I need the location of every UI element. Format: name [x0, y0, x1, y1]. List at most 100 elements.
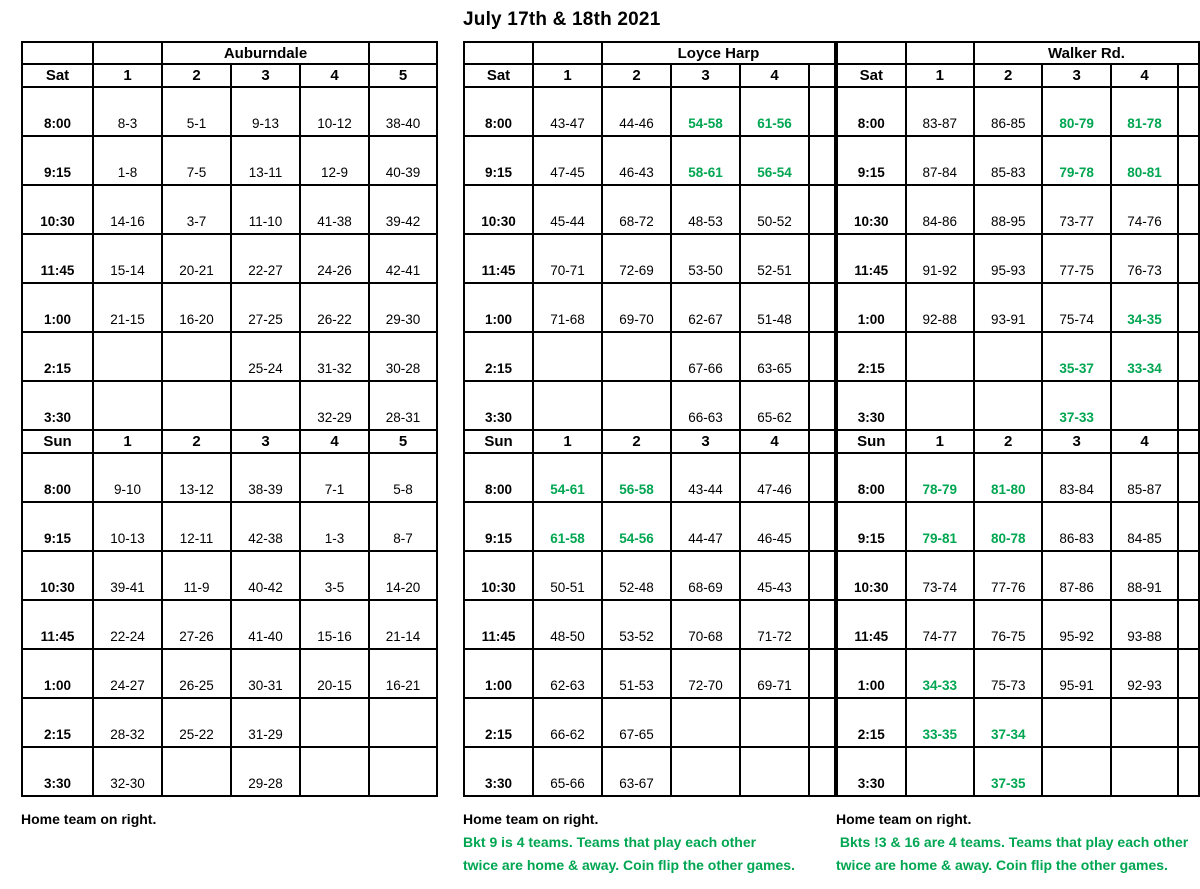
matchup-cell: 66-63 [670, 380, 741, 431]
matchup-cell: 46-43 [601, 135, 672, 186]
matchup-cell: 27-26 [161, 599, 232, 650]
matchup-cell: 41-40 [230, 599, 301, 650]
game-row: 9:15 47-45 46-43 58-61 56-54 [463, 135, 836, 186]
matchup-cell: 63-67 [601, 746, 672, 797]
location-label-auburndale: Auburndale [161, 41, 370, 65]
spacer-cell [808, 501, 836, 552]
empty-matchup-cell [1041, 697, 1112, 748]
time-cell: 9:15 [21, 135, 94, 186]
matchup-cell: 62-67 [670, 282, 741, 333]
matchup-cell: 45-44 [532, 184, 603, 235]
time-cell: 10:30 [21, 184, 94, 235]
bracket-column-header: 4 [1109, 63, 1180, 88]
matchup-cell: 33-35 [904, 697, 976, 748]
spacer-cell [808, 282, 836, 333]
spacer-cell [808, 429, 836, 454]
game-row: 10:30 14-16 3-7 11-10 41-38 39-42 [21, 184, 438, 235]
matchup-cell: 7-5 [161, 135, 232, 186]
matchup-cell: 58-61 [670, 135, 741, 186]
empty-matchup-cell [904, 746, 976, 797]
matchup-cell: 70-71 [532, 233, 603, 284]
location-label-walker-rd: Walker Rd. [973, 41, 1200, 65]
note-line-green: Bkt 9 is 4 teams. Teams that play each o… [463, 834, 757, 850]
time-cell: 1:00 [836, 282, 907, 333]
schedule-table-auburndale: Auburndale Sat 1 2 3 4 5 8:00 8-3 5-1 9-13 10-12 38-… [21, 41, 438, 797]
matchup-cell: 32-29 [299, 380, 370, 431]
matchup-cell: 5-1 [161, 86, 232, 137]
bracket-column-header: 2 [161, 429, 232, 454]
game-row: 2:15 66-62 67-65 [463, 697, 836, 748]
matchup-cell: 11-10 [230, 184, 301, 235]
time-cell: 8:00 [836, 86, 907, 137]
spacer-cell [808, 746, 836, 797]
bracket-column-header: 2 [601, 63, 672, 88]
bracket-column-header: 3 [230, 63, 301, 88]
spacer-cell [808, 380, 836, 431]
game-row: 1:00 71-68 69-70 62-67 51-48 [463, 282, 836, 333]
day-label-cell: Sun [463, 429, 534, 454]
game-row: 10:30 45-44 68-72 48-53 50-52 [463, 184, 836, 235]
matchup-cell: 24-26 [299, 233, 370, 284]
matchup-cell: 61-58 [532, 501, 603, 552]
matchup-cell: 75-74 [1041, 282, 1112, 333]
spacer-cell [808, 697, 836, 748]
game-row: 2:15 25-24 31-32 30-28 [21, 331, 438, 382]
game-row: 11:45 22-24 27-26 41-40 15-16 21-14 [21, 599, 438, 650]
spacer-cell [1177, 233, 1200, 284]
blank-cell [92, 41, 163, 65]
matchup-cell: 5-8 [368, 452, 438, 503]
empty-matchup-cell [368, 697, 438, 748]
matchup-cell: 79-78 [1041, 135, 1112, 186]
time-cell: 3:30 [463, 380, 534, 431]
empty-matchup-cell [532, 331, 603, 382]
matchup-cell: 92-88 [904, 282, 976, 333]
matchup-cell: 56-58 [601, 452, 672, 503]
matchup-cell: 29-28 [230, 746, 301, 797]
game-row: 9:15 79-81 80-78 86-83 84-85 [836, 501, 1200, 552]
matchup-cell: 8-3 [92, 86, 163, 137]
matchup-cell: 3-5 [299, 550, 370, 601]
matchup-cell: 54-61 [532, 452, 603, 503]
game-row: 9:15 10-13 12-11 42-38 1-3 8-7 [21, 501, 438, 552]
bracket-column-header: 5 [368, 63, 438, 88]
spacer-cell [808, 184, 836, 235]
corner-cell [463, 41, 534, 65]
game-row: 1:00 34-33 75-73 95-91 92-93 [836, 648, 1200, 699]
time-cell: 2:15 [21, 697, 94, 748]
matchup-cell: 51-53 [601, 648, 672, 699]
matchup-cell: 80-81 [1109, 135, 1180, 186]
empty-matchup-cell [92, 331, 163, 382]
spacer-cell [1177, 697, 1200, 748]
spacer-cell [1177, 184, 1200, 235]
matchup-cell: 51-48 [739, 282, 810, 333]
matchup-cell: 35-37 [1041, 331, 1112, 382]
empty-matchup-cell [161, 746, 232, 797]
time-cell: 3:30 [463, 746, 534, 797]
time-cell: 11:45 [836, 599, 907, 650]
blank-cell [532, 41, 603, 65]
matchup-cell: 39-41 [92, 550, 163, 601]
matchup-cell: 54-56 [601, 501, 672, 552]
matchup-cell: 69-71 [739, 648, 810, 699]
corner-cell [836, 41, 907, 65]
game-row: 8:00 54-61 56-58 43-44 47-46 [463, 452, 836, 503]
matchup-cell: 95-92 [1041, 599, 1112, 650]
matchup-cell: 77-75 [1041, 233, 1112, 284]
empty-matchup-cell [161, 380, 232, 431]
day-header-row-sun: Sun 1 2 3 4 5 [21, 429, 438, 454]
matchup-cell: 86-85 [972, 86, 1044, 137]
matchup-cell: 22-24 [92, 599, 163, 650]
matchup-cell: 54-58 [670, 86, 741, 137]
note-line-green: twice are home & away. Coin flip the oth… [463, 857, 795, 873]
bracket-column-header: 3 [670, 429, 741, 454]
page-title: July 17th & 18th 2021 [463, 9, 661, 30]
empty-matchup-cell [1109, 746, 1180, 797]
corner-cell [21, 41, 94, 65]
spacer-cell [1177, 550, 1200, 601]
spacer-cell [808, 648, 836, 699]
empty-matchup-cell [1041, 746, 1112, 797]
matchup-cell: 16-20 [161, 282, 232, 333]
day-label-cell: Sun [836, 429, 907, 454]
empty-matchup-cell [739, 697, 810, 748]
empty-matchup-cell [368, 746, 438, 797]
